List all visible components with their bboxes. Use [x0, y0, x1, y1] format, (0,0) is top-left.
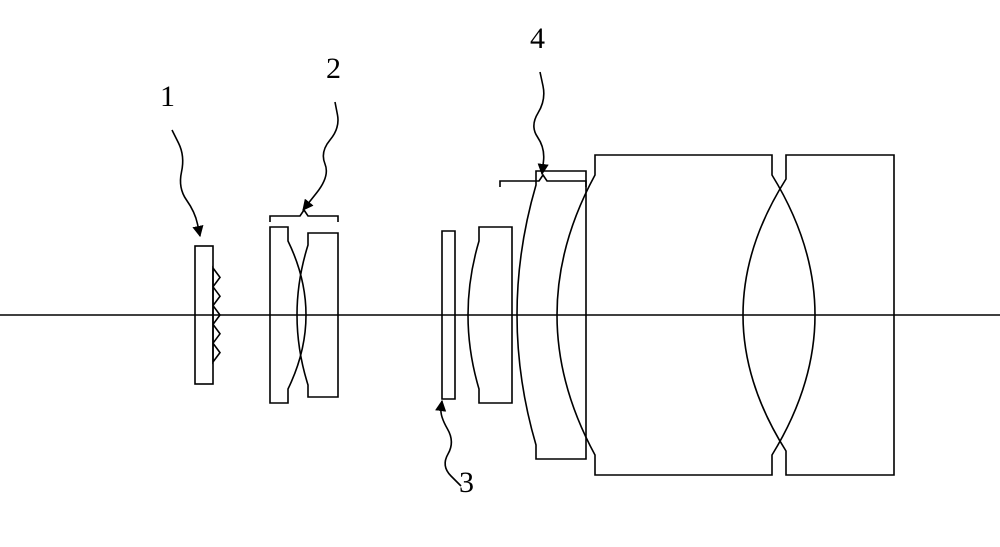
label-text-2: 2 [326, 52, 341, 85]
label-text-3: 3 [459, 466, 474, 499]
label-text-4: 4 [530, 22, 545, 55]
label-text-1: 1 [160, 80, 175, 113]
